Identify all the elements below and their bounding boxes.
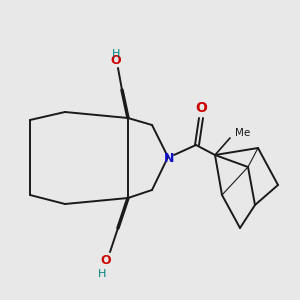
Text: O: O [101,254,111,266]
Text: H: H [98,269,106,279]
Text: O: O [195,101,207,115]
Text: O: O [111,53,121,67]
Text: N: N [164,152,174,164]
Text: Me: Me [235,128,250,138]
Text: H: H [112,49,120,59]
